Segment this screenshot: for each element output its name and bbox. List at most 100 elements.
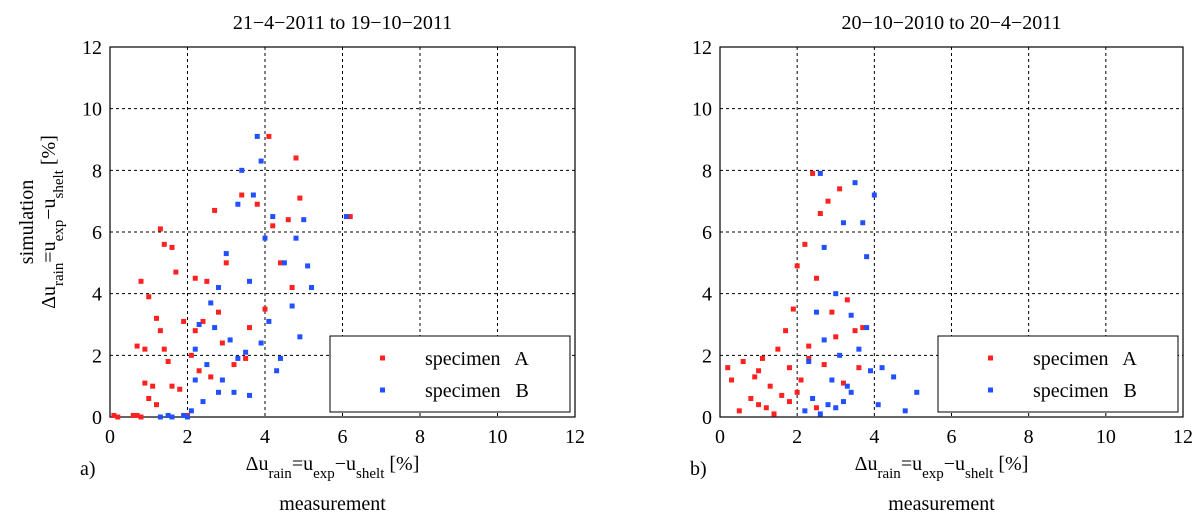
scatter-point: [266, 133, 272, 139]
y-axis-label: Δurain=uexp−ushelt [%]: [38, 135, 67, 309]
legend-marker: [988, 355, 993, 361]
scatter-point: [783, 328, 789, 334]
scatter-point: [289, 303, 295, 309]
scatter-point: [161, 241, 167, 247]
scatter-point: [844, 297, 850, 303]
scatter-point: [856, 365, 862, 371]
scatter-point: [157, 414, 163, 420]
y-tick-label: 6: [702, 222, 712, 244]
scatter-point: [169, 383, 175, 389]
scatter-point: [802, 408, 808, 414]
scatter-point: [752, 374, 758, 380]
chart-title: 20−10−2010 to 20−4−2011: [842, 12, 1062, 34]
scatter-point: [860, 220, 866, 226]
label-part: rain: [51, 262, 67, 286]
legend-label: specimen B: [425, 380, 529, 402]
scatter-point: [297, 195, 303, 201]
scatter-point: [258, 340, 264, 346]
scatter-point: [243, 355, 249, 361]
scatter-point: [779, 392, 785, 398]
scatter-point: [825, 198, 831, 204]
scatter-point: [840, 220, 846, 226]
y-tick-label: 8: [702, 160, 712, 182]
scatter-point: [157, 328, 163, 334]
label-part: shelt: [356, 466, 385, 482]
scatter-point: [786, 365, 792, 371]
x-tick-label: 6: [947, 426, 957, 448]
scatter-point: [794, 263, 800, 269]
scatter-point: [196, 322, 202, 327]
scatter-point: [806, 359, 812, 364]
scatter-point: [852, 328, 858, 334]
scatter-point: [219, 377, 225, 383]
scatter-point: [848, 389, 854, 395]
scatter-point: [142, 346, 148, 352]
x-axis-label: Δurain=uexp−ushelt [%]: [855, 453, 1029, 482]
scatter-point: [130, 412, 136, 418]
scatter-point: [200, 399, 206, 405]
label-part: exp: [922, 466, 944, 482]
plot-frame: [109, 46, 576, 418]
scatter-point: [231, 362, 237, 368]
scatter-point: [297, 334, 303, 340]
y-tick-label: 4: [92, 284, 102, 306]
scatter-point: [729, 377, 735, 383]
scatter-point: [293, 235, 299, 241]
label-part: −u: [944, 453, 965, 475]
chart-title: 21−4−2011 to 19−10−2011: [233, 12, 452, 34]
legend-label: specimen A: [1033, 348, 1137, 370]
scatter-point: [833, 405, 839, 411]
scatter-point: [111, 412, 117, 418]
label-part: rain: [268, 466, 292, 482]
scatter-point: [813, 275, 819, 281]
scatter-point: [794, 389, 800, 395]
scatter-point: [305, 263, 311, 269]
scatter-point: [825, 402, 831, 408]
label-part: Δu: [246, 453, 269, 475]
scatter-point: [192, 377, 198, 383]
scatter-point: [813, 309, 819, 315]
scatter-point: [840, 380, 846, 386]
y-tick-label: 12: [82, 37, 102, 59]
scatter-point: [247, 392, 252, 398]
scatter-point: [239, 167, 245, 173]
scatter-point: [204, 362, 210, 368]
scatter-point: [806, 355, 812, 361]
scatter-point: [790, 306, 796, 312]
y-tick-label: 2: [92, 345, 102, 367]
scatter-point: [161, 346, 167, 352]
scatter-point: [829, 309, 835, 315]
scatter-point: [270, 214, 276, 220]
scatter-point: [208, 300, 214, 306]
label-part: Δu: [855, 453, 878, 475]
scatter-point: [871, 192, 877, 198]
scatter-point: [192, 328, 198, 334]
scatter-point: [134, 412, 140, 418]
scatter-point: [250, 192, 256, 198]
scatter-point: [216, 389, 221, 395]
scatter-point: [138, 278, 144, 284]
scatter-point: [239, 192, 245, 198]
y-tick-label: 2: [702, 345, 712, 367]
scatter-point: [725, 365, 731, 371]
scatter-point: [759, 355, 765, 361]
scatter-point: [817, 411, 823, 417]
scatter-point: [157, 226, 163, 232]
scatter-point: [875, 402, 881, 408]
scatter-point: [293, 155, 299, 161]
scatter-point: [115, 414, 121, 420]
label-part: exp: [51, 220, 67, 242]
scatter-point: [289, 285, 295, 290]
scatter-point: [274, 368, 280, 374]
scatter-point: [852, 180, 858, 186]
scatter-point: [837, 352, 843, 358]
scatter-point: [243, 349, 249, 355]
x-tick-label: 10: [488, 426, 508, 448]
y-axis-caption: simulation: [16, 180, 38, 264]
scatter-point: [200, 318, 206, 324]
scatter-point: [169, 244, 175, 250]
label-part: exp: [313, 466, 335, 482]
scatter-point: [165, 412, 171, 418]
plot-frame: [719, 46, 1184, 418]
